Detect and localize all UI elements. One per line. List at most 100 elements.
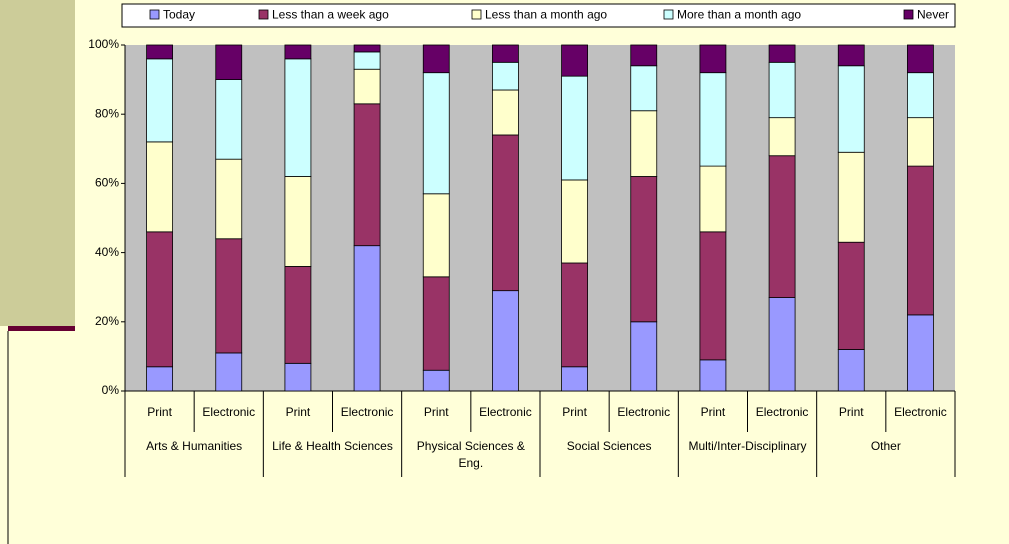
bar-segment [768, 44, 796, 63]
bar-segment [422, 72, 450, 195]
bar-segment [837, 44, 865, 67]
legend-label: Less than a month ago [485, 8, 607, 22]
bar-segment [422, 369, 450, 392]
bar-segment [837, 151, 865, 243]
legend [121, 3, 956, 28]
x-tick-label: Electronic [341, 405, 394, 419]
bar-segment [561, 179, 588, 264]
bar-segment [630, 44, 658, 67]
bar-segment [284, 44, 312, 60]
bar-segment [907, 44, 934, 74]
bar-segment [215, 79, 243, 160]
bar-segment [768, 61, 796, 119]
group-label: Multi/Inter-Disciplinary [688, 439, 807, 453]
bar-segment [907, 72, 934, 119]
bar-segment [146, 44, 173, 60]
legend-label: Today [163, 8, 195, 22]
y-tick-label: 80% [95, 106, 119, 120]
bar-segment [215, 44, 243, 80]
bar-segment [422, 193, 450, 278]
bar-segment [630, 321, 658, 392]
legend-swatch [258, 9, 269, 20]
legend-label: Never [917, 8, 949, 22]
bar-segment [630, 110, 658, 177]
legend-swatch [903, 9, 914, 20]
x-tick-label: Print [424, 405, 449, 419]
x-tick-label: Print [701, 405, 726, 419]
bar-segment [422, 44, 450, 74]
bar-segment [492, 44, 519, 63]
bar-segment [907, 117, 934, 167]
bar-segment [353, 44, 381, 53]
bar-segment [630, 176, 658, 323]
bar-segment [284, 58, 312, 177]
side-strip [0, 0, 75, 326]
bar-segment [492, 89, 519, 136]
x-tick-label: Print [839, 405, 864, 419]
bar-segment [561, 75, 588, 181]
bar-segment [146, 58, 173, 143]
bar-segment [422, 276, 450, 371]
bar-segment [215, 158, 243, 240]
bar-segment [215, 238, 243, 354]
x-tick-label: Electronic [894, 405, 947, 419]
bar-segment [561, 366, 588, 392]
bar-segment [768, 155, 796, 298]
bar-segment [215, 352, 243, 392]
x-tick-label: Print [147, 405, 172, 419]
bar-segment [561, 262, 588, 368]
bar-segment [492, 61, 519, 91]
x-tick-label: Electronic [617, 405, 670, 419]
legend-label: More than a month ago [677, 8, 801, 22]
x-tick-label: Print [286, 405, 311, 419]
x-tick-label: Electronic [756, 405, 809, 419]
y-tick-label: 100% [88, 37, 119, 51]
bar-segment [353, 103, 381, 247]
bar-segment [561, 44, 588, 77]
bar-segment [837, 65, 865, 153]
group-label: Social Sciences [566, 439, 652, 453]
bar-segment [353, 245, 381, 392]
bar-segment [699, 44, 727, 74]
bar-segment [837, 241, 865, 350]
bar-segment [699, 72, 727, 167]
x-tick-label: Electronic [479, 405, 532, 419]
bar-segment [146, 141, 173, 233]
side-bar [8, 326, 75, 331]
group-label: Other [870, 439, 901, 453]
bar-segment [907, 165, 934, 316]
bar-segment [146, 231, 173, 368]
group-label: Life & Health Sciences [272, 439, 393, 453]
y-tick-label: 20% [95, 314, 119, 328]
bar-segment [353, 68, 381, 105]
y-tick-label: 0% [102, 383, 120, 397]
bar-segment [284, 176, 312, 267]
bar-segment [284, 362, 312, 392]
plot-area [125, 45, 955, 391]
x-tick-label: Electronic [202, 405, 255, 419]
group-label: Physical Sciences & Eng. [416, 439, 525, 470]
bar-segment [492, 134, 519, 292]
bar-segment [353, 51, 381, 70]
group-label: Arts & Humanities [146, 439, 243, 453]
x-tick-label: Print [562, 405, 587, 419]
bar-segment [907, 314, 934, 392]
y-tick-label: 60% [95, 176, 119, 190]
bar-segment [492, 290, 519, 392]
legend-swatch [471, 9, 482, 20]
bar-segment [284, 266, 312, 364]
y-tick-label: 40% [95, 245, 119, 259]
bar-segment [699, 231, 727, 361]
legend-label: Less than a week ago [272, 8, 389, 22]
legend-swatch [149, 9, 160, 20]
bar-segment [768, 297, 796, 392]
bar-segment [630, 65, 658, 112]
legend-swatch [663, 9, 674, 20]
bar-segment [699, 165, 727, 233]
bar-segment [837, 349, 865, 392]
bar-segment [768, 117, 796, 157]
bar-segment [699, 359, 727, 392]
bar-segment [146, 366, 173, 392]
